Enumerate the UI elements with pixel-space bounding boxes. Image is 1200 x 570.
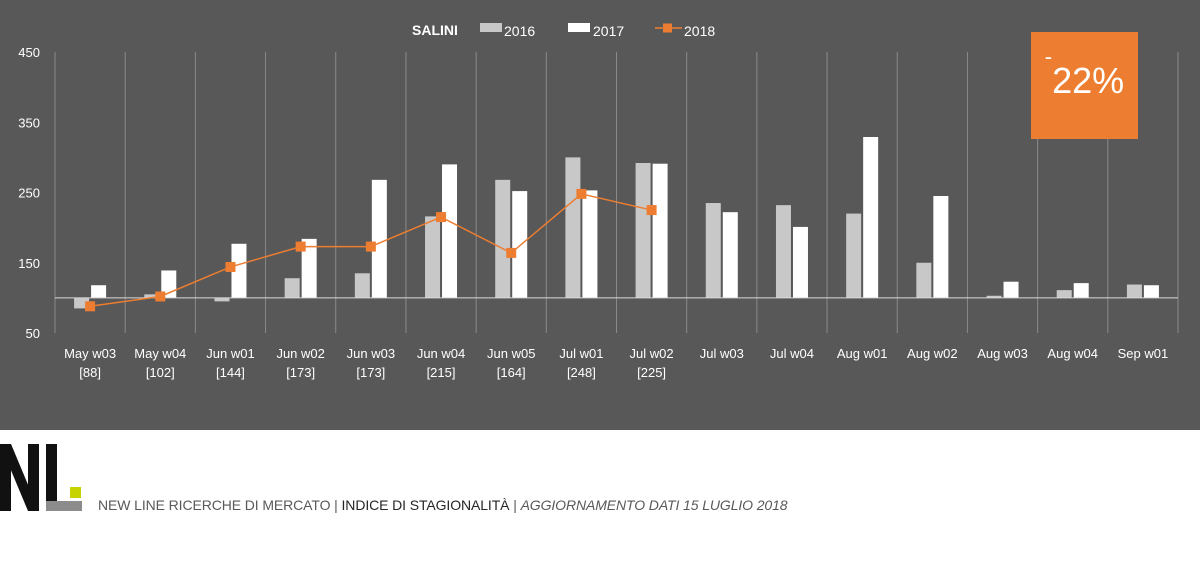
- x-tick-label: Jun w01: [206, 346, 254, 361]
- bar-2017: [792, 226, 808, 298]
- bar-2017: [722, 212, 738, 298]
- x-tick-sublabel: [102]: [146, 365, 175, 380]
- y-tick-label: 350: [18, 115, 40, 130]
- badge-sign: -: [1044, 44, 1053, 69]
- y-tick-label: 450: [18, 45, 40, 60]
- x-tick-sublabel: [88]: [79, 365, 101, 380]
- bar-2017: [231, 243, 247, 298]
- x-tick-label: Jul w03: [700, 346, 744, 361]
- point-2018: [365, 241, 376, 252]
- point-2018: [436, 212, 447, 223]
- bar-2017: [371, 179, 387, 298]
- x-tick-sublabel: [215]: [427, 365, 456, 380]
- bar-2017: [863, 137, 879, 298]
- footer-product: INDICE DI STAGIONALITÀ: [341, 497, 510, 513]
- bar-2016: [1056, 290, 1072, 298]
- footer-update: AGGIORNAMENTO DATI 15 LUGLIO 2018: [520, 497, 788, 513]
- x-tick-label: Jun w04: [417, 346, 465, 361]
- chart-title: SALINI: [412, 22, 458, 38]
- bar-2017: [442, 164, 458, 298]
- x-tick-label: Sep w01: [1118, 346, 1169, 361]
- y-tick-label: 50: [26, 326, 40, 341]
- bar-2016: [986, 295, 1002, 298]
- bar-2017: [933, 196, 949, 298]
- point-2018: [506, 247, 517, 258]
- legend-label-2016: 2016: [504, 23, 535, 39]
- bar-2016: [705, 203, 721, 298]
- bar-2017: [301, 238, 317, 298]
- bar-2017: [582, 190, 598, 298]
- x-tick-sublabel: [164]: [497, 365, 526, 380]
- x-tick-sublabel: [173]: [286, 365, 315, 380]
- x-tick-sublabel: [144]: [216, 365, 245, 380]
- x-tick-label: Aug w02: [907, 346, 958, 361]
- x-tick-sublabel: [248]: [567, 365, 596, 380]
- point-2018: [576, 188, 587, 199]
- y-tick-label: 250: [18, 186, 40, 201]
- footer-separator-1: |: [334, 497, 338, 513]
- chart-svg: 50 150 250 350 450 May w03 [88] May w04 [102] Jun…: [18, 22, 1179, 380]
- bar-2017: [1143, 285, 1159, 298]
- bar-2016: [284, 278, 300, 298]
- y-tick-label: 150: [18, 256, 40, 271]
- x-tick-label: Jun w03: [347, 346, 395, 361]
- bar-2016: [916, 262, 932, 298]
- point-2018: [225, 261, 236, 272]
- bar-2016: [846, 213, 862, 298]
- point-2018: [646, 205, 657, 216]
- bar-2016: [425, 216, 441, 298]
- point-2018: [295, 241, 306, 252]
- bar-2016: [214, 297, 230, 302]
- variation-badge: -22%: [1031, 32, 1138, 139]
- badge-value: 22%: [1052, 60, 1125, 101]
- footer-company: NEW LINE RICERCHE DI MERCATO: [98, 497, 331, 513]
- bar-2017: [512, 191, 528, 298]
- x-tick-label: Jun w05: [487, 346, 535, 361]
- footer-separator-2: |: [513, 497, 517, 513]
- x-tick-label: Aug w01: [837, 346, 888, 361]
- x-tick-label: Jul w01: [559, 346, 603, 361]
- footer-text: NEW LINE RICERCHE DI MERCATO | INDICE DI…: [98, 497, 788, 513]
- x-tick-label: May w03: [64, 346, 116, 361]
- new-line-logo: [0, 444, 82, 511]
- bar-2016: [74, 297, 90, 309]
- bar-2017: [652, 163, 668, 298]
- x-tick-sublabel: [173]: [356, 365, 385, 380]
- bar-2016: [495, 179, 511, 298]
- x-tick-label: May w04: [134, 346, 186, 361]
- chart-panel: 50 150 250 350 450 May w03 [88] May w04 [102] Jun…: [0, 0, 1200, 430]
- bar-2017: [1003, 281, 1019, 298]
- x-tick-label: Jul w04: [770, 346, 814, 361]
- bar-2016: [775, 205, 791, 298]
- bar-2016: [144, 294, 160, 298]
- x-tick-sublabel: [225]: [637, 365, 666, 380]
- bar-2016: [635, 162, 651, 298]
- legend-label-2017: 2017: [593, 23, 624, 39]
- bar-2017: [91, 285, 107, 298]
- x-tick-label: Jun w02: [276, 346, 324, 361]
- legend-label-2018: 2018: [684, 23, 715, 39]
- bar-2016: [1126, 284, 1142, 298]
- bar-2017: [1073, 283, 1089, 298]
- x-tick-label: Aug w03: [977, 346, 1028, 361]
- bar-2016: [565, 157, 581, 298]
- legend-swatch-2016: [480, 23, 502, 32]
- x-tick-label: Jul w02: [630, 346, 674, 361]
- x-tick-label: Aug w04: [1047, 346, 1098, 361]
- legend-marker-2018: [663, 23, 672, 33]
- point-2018: [85, 301, 96, 312]
- point-2018: [155, 291, 166, 302]
- bar-2016: [354, 273, 370, 298]
- legend-swatch-2017: [568, 23, 590, 32]
